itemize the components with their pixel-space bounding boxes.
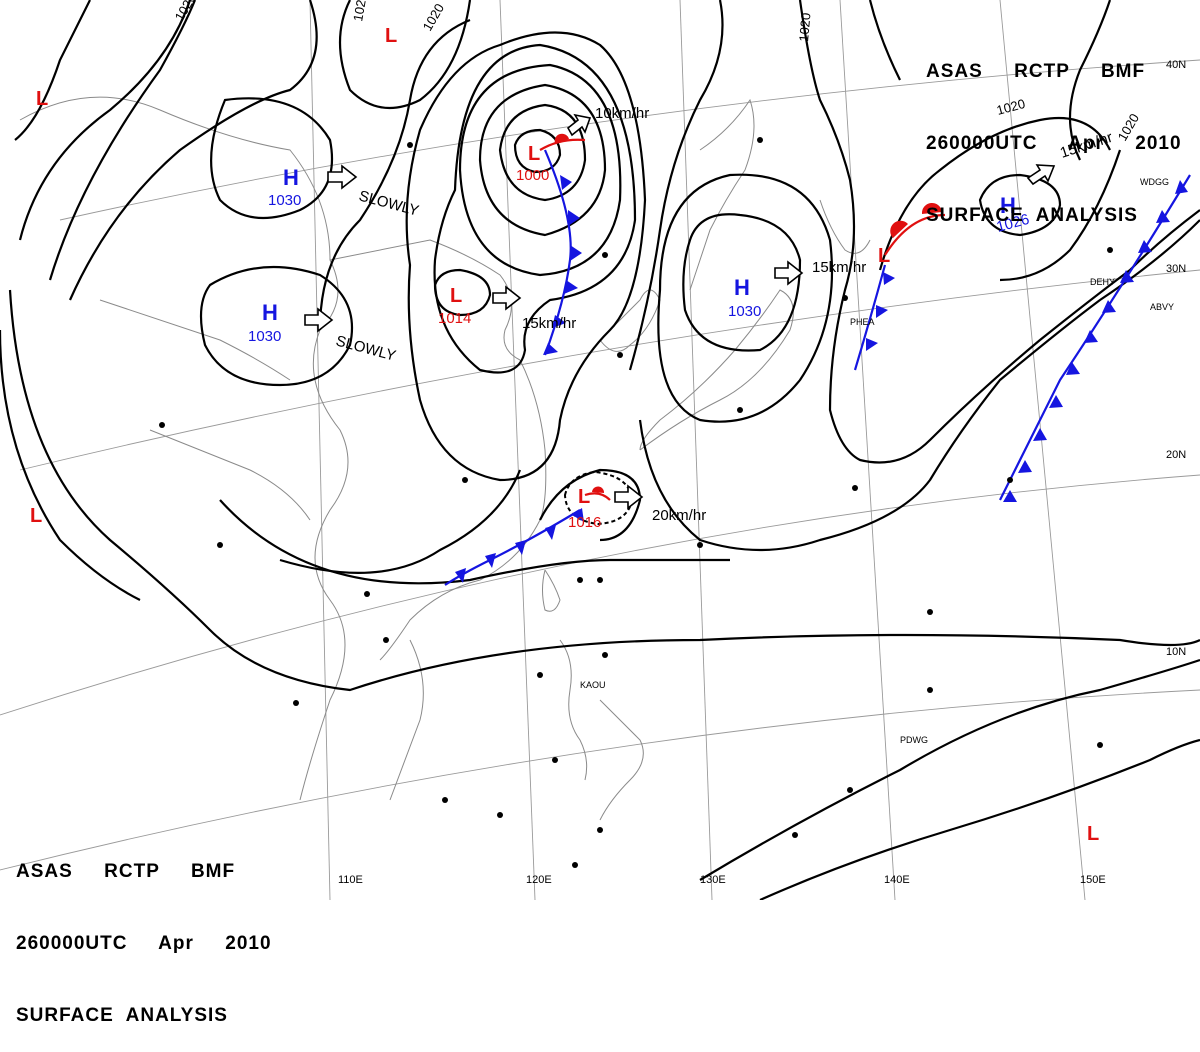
motion-arrow [774,260,804,286]
warm-front-bump [554,133,569,143]
high-center-value: 1030 [248,328,281,345]
station-markers [159,137,1113,868]
motion-arrow [304,307,334,333]
isobar-label: 1020 [350,0,370,23]
map-header-bottom: ASAS RCTP BMF 260000UTC Apr 2010 SURFACE… [16,812,272,1052]
motion-label: 10km/hr [595,105,649,122]
low-center-symbol: L [450,285,462,307]
header-line-1: ASAS RCTP BMF [16,861,236,882]
station-labels: KAOU PDWG PHEA DEHY ABVY WDGG [580,177,1174,745]
station-id: DEHY [1090,277,1115,287]
cold-front-barb [1138,240,1152,253]
cold-front-barb [543,343,558,355]
header-line-3: SURFACE ANALYSIS [16,1005,228,1026]
cold-front-barb [1049,395,1063,408]
motion-label: 20km/hr [652,507,706,524]
longitude-label: 120E [526,874,552,886]
header-line-2: 260000UTC Apr 2010 [16,933,272,954]
cold-front-barb [1156,210,1170,223]
map-header-top: ASAS RCTP BMF 260000UTC Apr 2010 SURFACE… [926,12,1182,252]
isobar-label: 1020 [172,0,199,23]
warm-fronts [539,133,946,501]
warm-front-bump [921,202,942,214]
low-center-symbol: L [36,88,48,110]
motion-arrow [614,484,644,510]
longitude-label: 150E [1080,874,1106,886]
low-center-value: 1014 [438,310,471,327]
station-id: KAOU [580,680,606,690]
cold-front-barb [866,338,878,351]
latitude-label: 20N [1166,449,1186,461]
cold-front-barb [1003,490,1017,502]
latitude-label: 30N [1166,263,1186,275]
cold-front-barb [1175,180,1188,194]
low-center-symbol: L [385,25,397,47]
cold-front-barb [1033,428,1047,441]
cold-front-barb [564,280,578,294]
cold-front-barb [876,305,888,318]
latitude-labels: 40N 30N 20N 10N [1166,59,1186,658]
cold-front-barb [1120,270,1134,283]
motion-arrow [492,285,522,311]
high-center-value: 1030 [268,192,301,209]
isobar-label: 1020 [420,1,447,34]
header-line-3: SURFACE ANALYSIS [926,205,1138,226]
cold-front-barb [883,272,895,285]
low-center-symbol: L [1087,823,1099,845]
high-center-symbol: H [1000,193,1016,218]
longitude-label: 110E [338,874,363,886]
cold-fronts [444,149,1191,586]
station-id: PDWG [900,735,928,745]
isobar-label: 1020 [796,12,813,42]
lat-lon-grid [0,0,1200,900]
isobars [0,0,1200,900]
header-line-1: ASAS RCTP BMF [926,61,1146,82]
cold-front-barb [485,553,496,568]
cold-front-barb [570,245,582,261]
cold-front-barb [455,568,466,583]
latitude-label: 40N [1166,59,1186,71]
cold-front-barb [545,525,556,540]
weather-map: 1020 1020 1020 1020 1020 1020 [0,0,1200,900]
motion-label: SLOWLY [334,332,398,364]
low-center-value: 1000 [516,167,549,184]
high-center-symbol: H [734,275,750,300]
high-center-symbol: H [283,165,299,190]
longitude-labels: 110E 120E 130E 140E 150E [338,874,1106,886]
motion-label: 15km/hr [522,315,576,332]
longitude-label: 140E [884,874,910,886]
high-center-symbol: H [262,300,278,325]
station-id: ABVY [1150,302,1174,312]
coastlines [19,96,871,821]
low-center-symbol: L [30,505,42,527]
cold-front-barb [1066,362,1080,375]
motion-label: 15km/hr [812,259,866,276]
low-center-symbol: L [578,486,590,508]
latitude-label: 10N [1166,646,1186,658]
cold-front-barb [1102,300,1116,313]
cold-front-barb [552,315,566,328]
motion-label: SLOWLY [357,187,421,219]
low-center-symbol: L [528,143,540,165]
cold-front-barb [1018,460,1032,473]
motion-arrow [327,164,358,190]
station-id: PHEA [850,317,875,327]
cold-front-barb [1084,330,1098,343]
cold-front-barb [515,540,526,555]
station-id: WDGG [1140,177,1169,187]
warm-front-bump [592,486,605,493]
isobar-label: 1020 [995,96,1027,118]
cold-front-barb [560,175,572,190]
motion-arrow [1026,164,1056,186]
cold-front-barb [568,210,580,226]
motion-arrows [304,113,1056,510]
longitude-label: 130E [700,874,726,886]
low-center-value: 1016 [568,514,601,531]
high-center-value: 1030 [728,303,761,320]
cold-front-barb [572,508,584,522]
low-center-symbol: L [878,245,890,267]
motion-arrow [566,113,592,137]
warm-front-bump [890,220,908,238]
header-line-2: 260000UTC Apr 2010 [926,133,1182,154]
